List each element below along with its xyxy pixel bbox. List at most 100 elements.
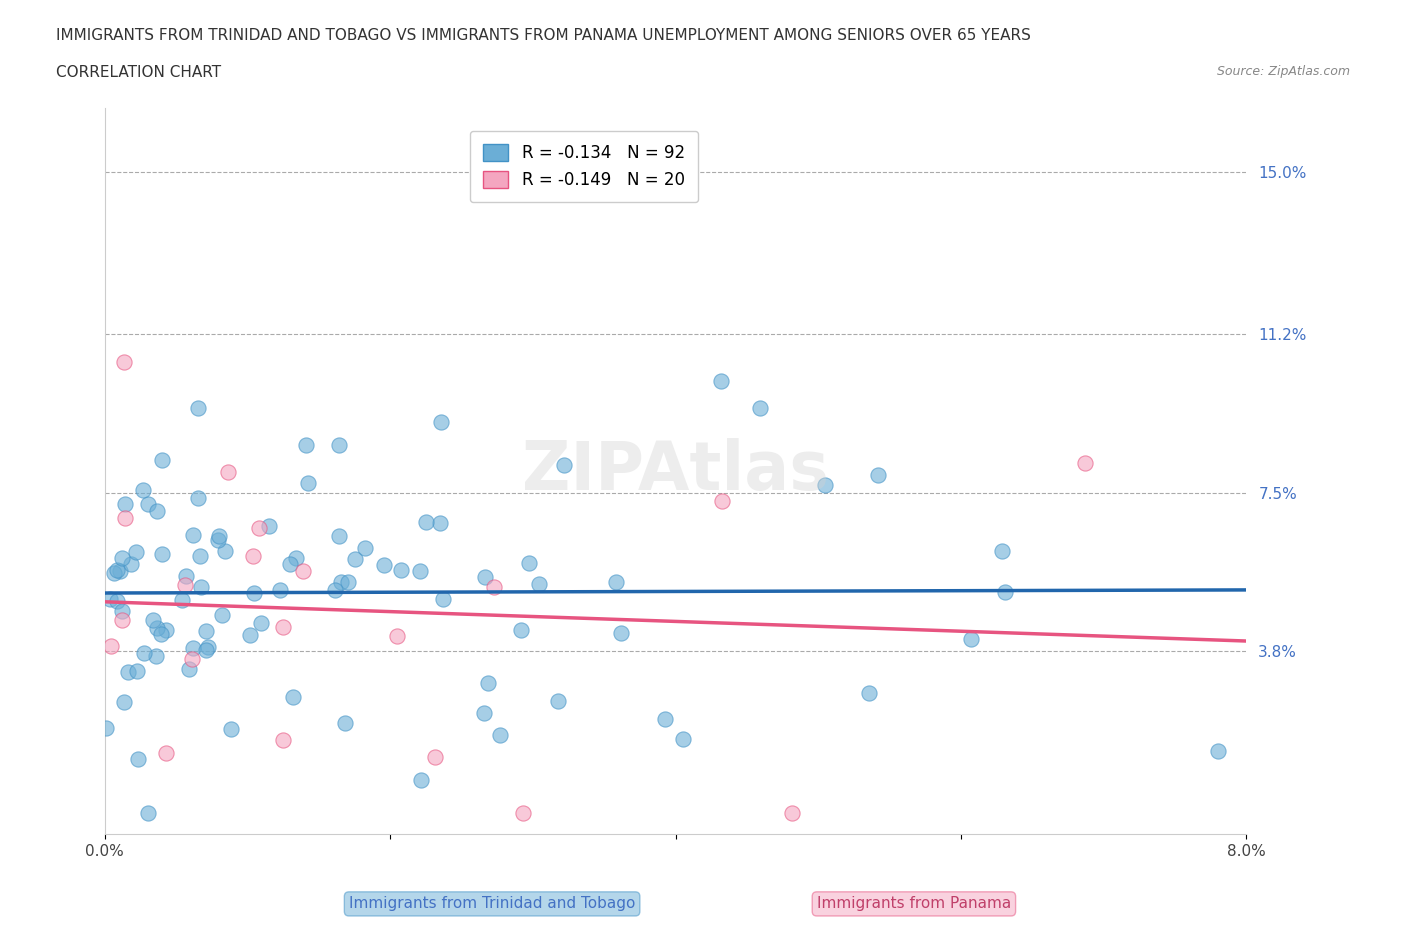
R = -0.134   N = 92	[959, 631, 981, 646]
R = -0.134   N = 92	[127, 751, 149, 766]
R = -0.134   N = 92	[547, 694, 569, 709]
R = -0.134   N = 92	[1206, 744, 1229, 759]
R = -0.134   N = 92	[748, 401, 770, 416]
R = -0.134   N = 92	[432, 592, 454, 607]
R = -0.134   N = 92	[105, 593, 128, 608]
R = -0.134   N = 92	[415, 514, 437, 529]
R = -0.149   N = 20	[155, 746, 177, 761]
R = -0.134   N = 92	[125, 545, 148, 560]
R = -0.134   N = 92	[145, 620, 167, 635]
R = -0.149   N = 20	[292, 564, 315, 578]
R = -0.134   N = 92	[991, 544, 1014, 559]
R = -0.149   N = 20	[112, 354, 135, 369]
R = -0.134   N = 92	[329, 575, 352, 590]
R = -0.134   N = 92	[136, 497, 159, 512]
Text: CORRELATION CHART: CORRELATION CHART	[56, 65, 221, 80]
R = -0.134   N = 92	[142, 613, 165, 628]
R = -0.134   N = 92	[111, 604, 134, 618]
R = -0.134   N = 92	[553, 458, 575, 472]
R = -0.134   N = 92	[328, 437, 350, 452]
R = -0.134   N = 92	[710, 374, 733, 389]
R = -0.149   N = 20	[385, 629, 408, 644]
R = -0.134   N = 92	[208, 528, 231, 543]
R = -0.134   N = 92	[214, 544, 236, 559]
R = -0.134   N = 92	[250, 616, 273, 631]
R = -0.134   N = 92	[187, 400, 209, 415]
R = -0.134   N = 92	[187, 490, 209, 505]
Text: Immigrants from Panama: Immigrants from Panama	[817, 897, 1011, 911]
R = -0.134   N = 92	[242, 586, 264, 601]
R = -0.134   N = 92	[429, 415, 451, 430]
R = -0.134   N = 92	[120, 556, 142, 571]
R = -0.134   N = 92	[654, 711, 676, 726]
R = -0.149   N = 20	[242, 548, 264, 563]
R = -0.134   N = 92	[354, 540, 377, 555]
R = -0.134   N = 92	[517, 555, 540, 570]
R = -0.134   N = 92	[132, 483, 155, 498]
R = -0.134   N = 92	[510, 623, 533, 638]
R = -0.134   N = 92	[207, 533, 229, 548]
R = -0.149   N = 20	[482, 579, 505, 594]
R = -0.134   N = 92	[323, 582, 346, 597]
R = -0.134   N = 92	[333, 715, 356, 730]
R = -0.134   N = 92	[994, 585, 1017, 600]
R = -0.134   N = 92	[219, 722, 242, 737]
R = -0.149   N = 20	[217, 465, 239, 480]
R = -0.134   N = 92	[488, 728, 510, 743]
R = -0.134   N = 92	[297, 475, 319, 490]
R = -0.134   N = 92	[336, 575, 359, 590]
R = -0.134   N = 92	[328, 528, 350, 543]
Text: IMMIGRANTS FROM TRINIDAD AND TOBAGO VS IMMIGRANTS FROM PANAMA UNEMPLOYMENT AMONG: IMMIGRANTS FROM TRINIDAD AND TOBAGO VS I…	[56, 28, 1031, 43]
R = -0.134   N = 92	[858, 685, 880, 700]
R = -0.149   N = 20	[111, 613, 134, 628]
R = -0.134   N = 92	[110, 551, 132, 565]
R = -0.149   N = 20	[782, 805, 804, 820]
R = -0.134   N = 92	[278, 556, 301, 571]
R = -0.134   N = 92	[103, 565, 125, 580]
R = -0.134   N = 92	[108, 564, 131, 578]
R = -0.134   N = 92	[174, 569, 197, 584]
R = -0.134   N = 92	[610, 626, 633, 641]
R = -0.134   N = 92	[149, 627, 172, 642]
Text: Source: ZipAtlas.com: Source: ZipAtlas.com	[1216, 65, 1350, 78]
R = -0.149   N = 20	[273, 620, 295, 635]
R = -0.134   N = 92	[155, 622, 177, 637]
R = -0.134   N = 92	[170, 593, 193, 608]
R = -0.134   N = 92	[117, 665, 139, 680]
R = -0.134   N = 92	[814, 478, 837, 493]
R = -0.134   N = 92	[284, 551, 307, 565]
R = -0.134   N = 92	[344, 551, 367, 566]
R = -0.134   N = 92	[429, 515, 451, 530]
R = -0.134   N = 92	[194, 643, 217, 658]
R = -0.134   N = 92	[190, 579, 212, 594]
R = -0.149   N = 20	[271, 732, 294, 747]
R = -0.134   N = 92	[114, 497, 136, 512]
R = -0.134   N = 92	[150, 547, 173, 562]
R = -0.149   N = 20	[423, 750, 446, 764]
R = -0.134   N = 92	[269, 582, 291, 597]
R = -0.134   N = 92	[197, 640, 219, 655]
R = -0.134   N = 92	[146, 504, 169, 519]
R = -0.149   N = 20	[174, 578, 197, 592]
R = -0.134   N = 92	[283, 690, 305, 705]
R = -0.134   N = 92	[409, 773, 432, 788]
R = -0.134   N = 92	[98, 591, 121, 606]
R = -0.134   N = 92	[373, 557, 395, 572]
R = -0.134   N = 92	[145, 649, 167, 664]
R = -0.134   N = 92	[179, 661, 201, 676]
Text: Immigrants from Trinidad and Tobago: Immigrants from Trinidad and Tobago	[349, 897, 636, 911]
Legend: R = -0.134   N = 92, R = -0.149   N = 20: R = -0.134 N = 92, R = -0.149 N = 20	[470, 131, 699, 202]
R = -0.134   N = 92	[183, 641, 205, 656]
R = -0.134   N = 92	[239, 628, 262, 643]
R = -0.134   N = 92	[866, 468, 889, 483]
R = -0.134   N = 92	[105, 563, 128, 578]
R = -0.149   N = 20	[512, 805, 534, 820]
R = -0.134   N = 92	[389, 563, 412, 578]
R = -0.134   N = 92	[605, 574, 627, 589]
R = -0.134   N = 92	[136, 805, 159, 820]
R = -0.134   N = 92	[127, 663, 149, 678]
R = -0.149   N = 20	[100, 638, 122, 653]
R = -0.134   N = 92	[190, 549, 212, 564]
R = -0.134   N = 92	[477, 676, 499, 691]
R = -0.149   N = 20	[711, 493, 734, 508]
